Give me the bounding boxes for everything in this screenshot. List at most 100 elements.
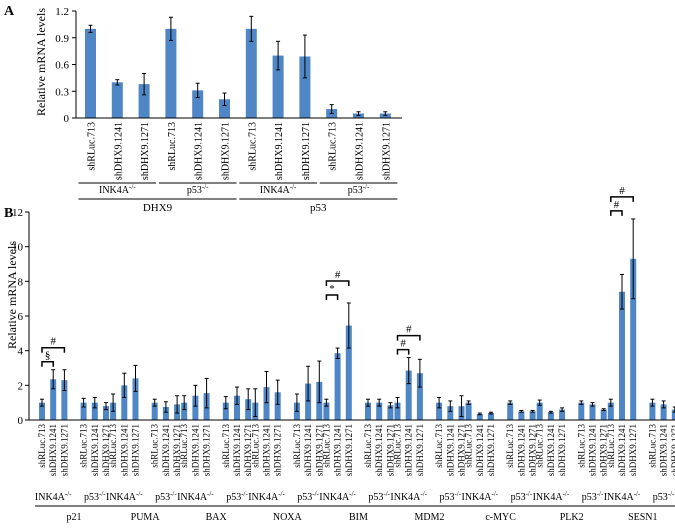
a-cell-group-label: p53-/-: [187, 183, 209, 196]
b-significance-symbol: *: [329, 283, 335, 295]
b-sample-label: shRLuc.713: [250, 424, 260, 468]
a-bar: [219, 99, 230, 118]
b-bar: [671, 409, 675, 420]
b-bar: [234, 395, 240, 420]
b-sample-label: shDHX9.1271: [59, 424, 69, 476]
b-bar: [619, 291, 625, 420]
b-cell-line-label: p53-/-: [297, 490, 319, 503]
a-bar: [192, 90, 204, 118]
panel-b-ylabel: Relative mRNA levels: [5, 241, 19, 349]
b-sample-label: shRLuc.713: [535, 424, 545, 468]
b-cell-line-label: p53-/-: [439, 490, 461, 503]
b-sample-label: shRLuc.713: [37, 424, 47, 468]
b-significance-symbol: #: [335, 269, 341, 281]
panel-a-label: A: [4, 4, 15, 19]
b-bar: [507, 402, 514, 420]
b-bar: [365, 402, 371, 420]
b-bar: [578, 402, 585, 420]
b-sample-label: shRLuc.713: [606, 424, 616, 468]
a-category-label: shDHX9.1241: [274, 122, 285, 180]
b-sample-label: shDHX9.1271: [131, 424, 141, 476]
b-bar: [151, 402, 158, 420]
b-gene-label: NOXA: [273, 512, 303, 523]
b-sample-label: shDHX9.1241: [659, 424, 669, 476]
a-category-label: shRLuc.713: [87, 122, 98, 171]
a-gene-group-label: DHX9: [143, 202, 173, 214]
a-category-label: shDHX9.1241: [355, 122, 366, 180]
a-bar: [111, 82, 123, 118]
b-sample-label: shDHX9.1271: [202, 424, 212, 476]
a-bar: [299, 56, 311, 118]
b-bar: [536, 402, 543, 420]
b-sample-label: shDHX9.1241: [588, 424, 598, 476]
b-sample-label: shRLuc.713: [79, 424, 89, 468]
b-cell-line-label: p53-/-: [155, 490, 177, 503]
b-bar: [447, 406, 454, 420]
b-bar: [80, 402, 87, 420]
b-cell-line-label: p53-/-: [226, 490, 248, 503]
a-category-label: shRLuc.713: [247, 122, 258, 171]
b-gene-label: BIM: [349, 512, 368, 523]
b-sample-label: shDHX9.1271: [599, 424, 609, 476]
a-bar: [165, 28, 177, 118]
b-bar: [649, 402, 656, 420]
a-category-label: shDHX9.1241: [194, 122, 205, 180]
b-cell-line-label: INK4A-/-: [461, 490, 498, 503]
b-bar: [305, 383, 312, 420]
b-sample-label: shDHX9.1241: [48, 424, 58, 476]
b-sample-label: shDHX9.1271: [557, 424, 567, 476]
a-category-label: shDHX9.1271: [140, 122, 151, 180]
b-sample-label: shRLuc.713: [150, 424, 160, 468]
b-significance-symbol: #: [400, 338, 406, 350]
b-sample-label: shRLuc.713: [179, 424, 189, 468]
b-sample-label: shDHX9.1271: [172, 424, 182, 476]
b-significance-bracket: [610, 210, 623, 216]
b-bar: [465, 402, 472, 420]
b-significance-bracket: [610, 196, 634, 202]
b-bar: [39, 402, 45, 420]
b-sample-label: shDHX9.1241: [546, 424, 556, 476]
b-sample-label: shDHX9.1241: [161, 424, 171, 476]
b-bar: [518, 411, 525, 420]
b-bar: [476, 413, 483, 420]
b-significance-bracket: [396, 348, 410, 355]
b-sample-label: shDHX9.1241: [617, 424, 627, 476]
a-ytick-label: 0.6: [55, 60, 69, 72]
b-sample-label: shDHX9.1241: [333, 424, 343, 476]
a-ytick-label: 0: [64, 113, 70, 125]
b-cell-line-label: INK4A-/-: [390, 490, 427, 503]
b-sample-label: shRLuc.713: [393, 424, 403, 468]
b-bar: [121, 385, 128, 420]
b-cell-line-label: p53-/-: [368, 490, 390, 503]
b-sample-label: shDHX9.1241: [232, 424, 242, 476]
b-cell-line-label: INK4A-/-: [248, 490, 285, 503]
b-significance-symbol: #: [406, 324, 412, 336]
b-bar: [405, 370, 412, 420]
b-sample-label: shRLuc.713: [363, 424, 373, 468]
b-sample-label: shDHX9.1271: [243, 424, 253, 476]
b-bar: [387, 405, 394, 420]
b-sample-label: shRLuc.713: [292, 424, 302, 468]
b-sample-label: shDHX9.1241: [374, 424, 384, 476]
b-sample-label: shDHX9.1241: [475, 424, 485, 476]
b-bar: [376, 402, 383, 420]
b-sample-label: shRLuc.713: [576, 424, 586, 468]
a-category-label: shDHX9.1271: [301, 122, 312, 180]
b-bar: [61, 380, 68, 420]
b-sample-label: shRLuc.713: [434, 424, 444, 468]
a-gene-group-label: p53: [310, 202, 327, 214]
b-bar: [436, 402, 443, 420]
b-significance-bracket: [396, 334, 421, 341]
b-gene-label: BAX: [206, 512, 228, 523]
b-bar: [323, 402, 330, 420]
b-bar: [630, 258, 637, 420]
b-sample-label: shDHX9.1241: [516, 424, 526, 476]
b-sample-label: shDHX9.1271: [457, 424, 467, 476]
a-category-label: shRLuc.713: [328, 122, 339, 171]
a-cell-group-label: p53-/-: [348, 183, 370, 196]
b-bar: [345, 325, 352, 420]
b-ytick-label: 2: [18, 380, 24, 392]
b-bar: [660, 404, 667, 420]
